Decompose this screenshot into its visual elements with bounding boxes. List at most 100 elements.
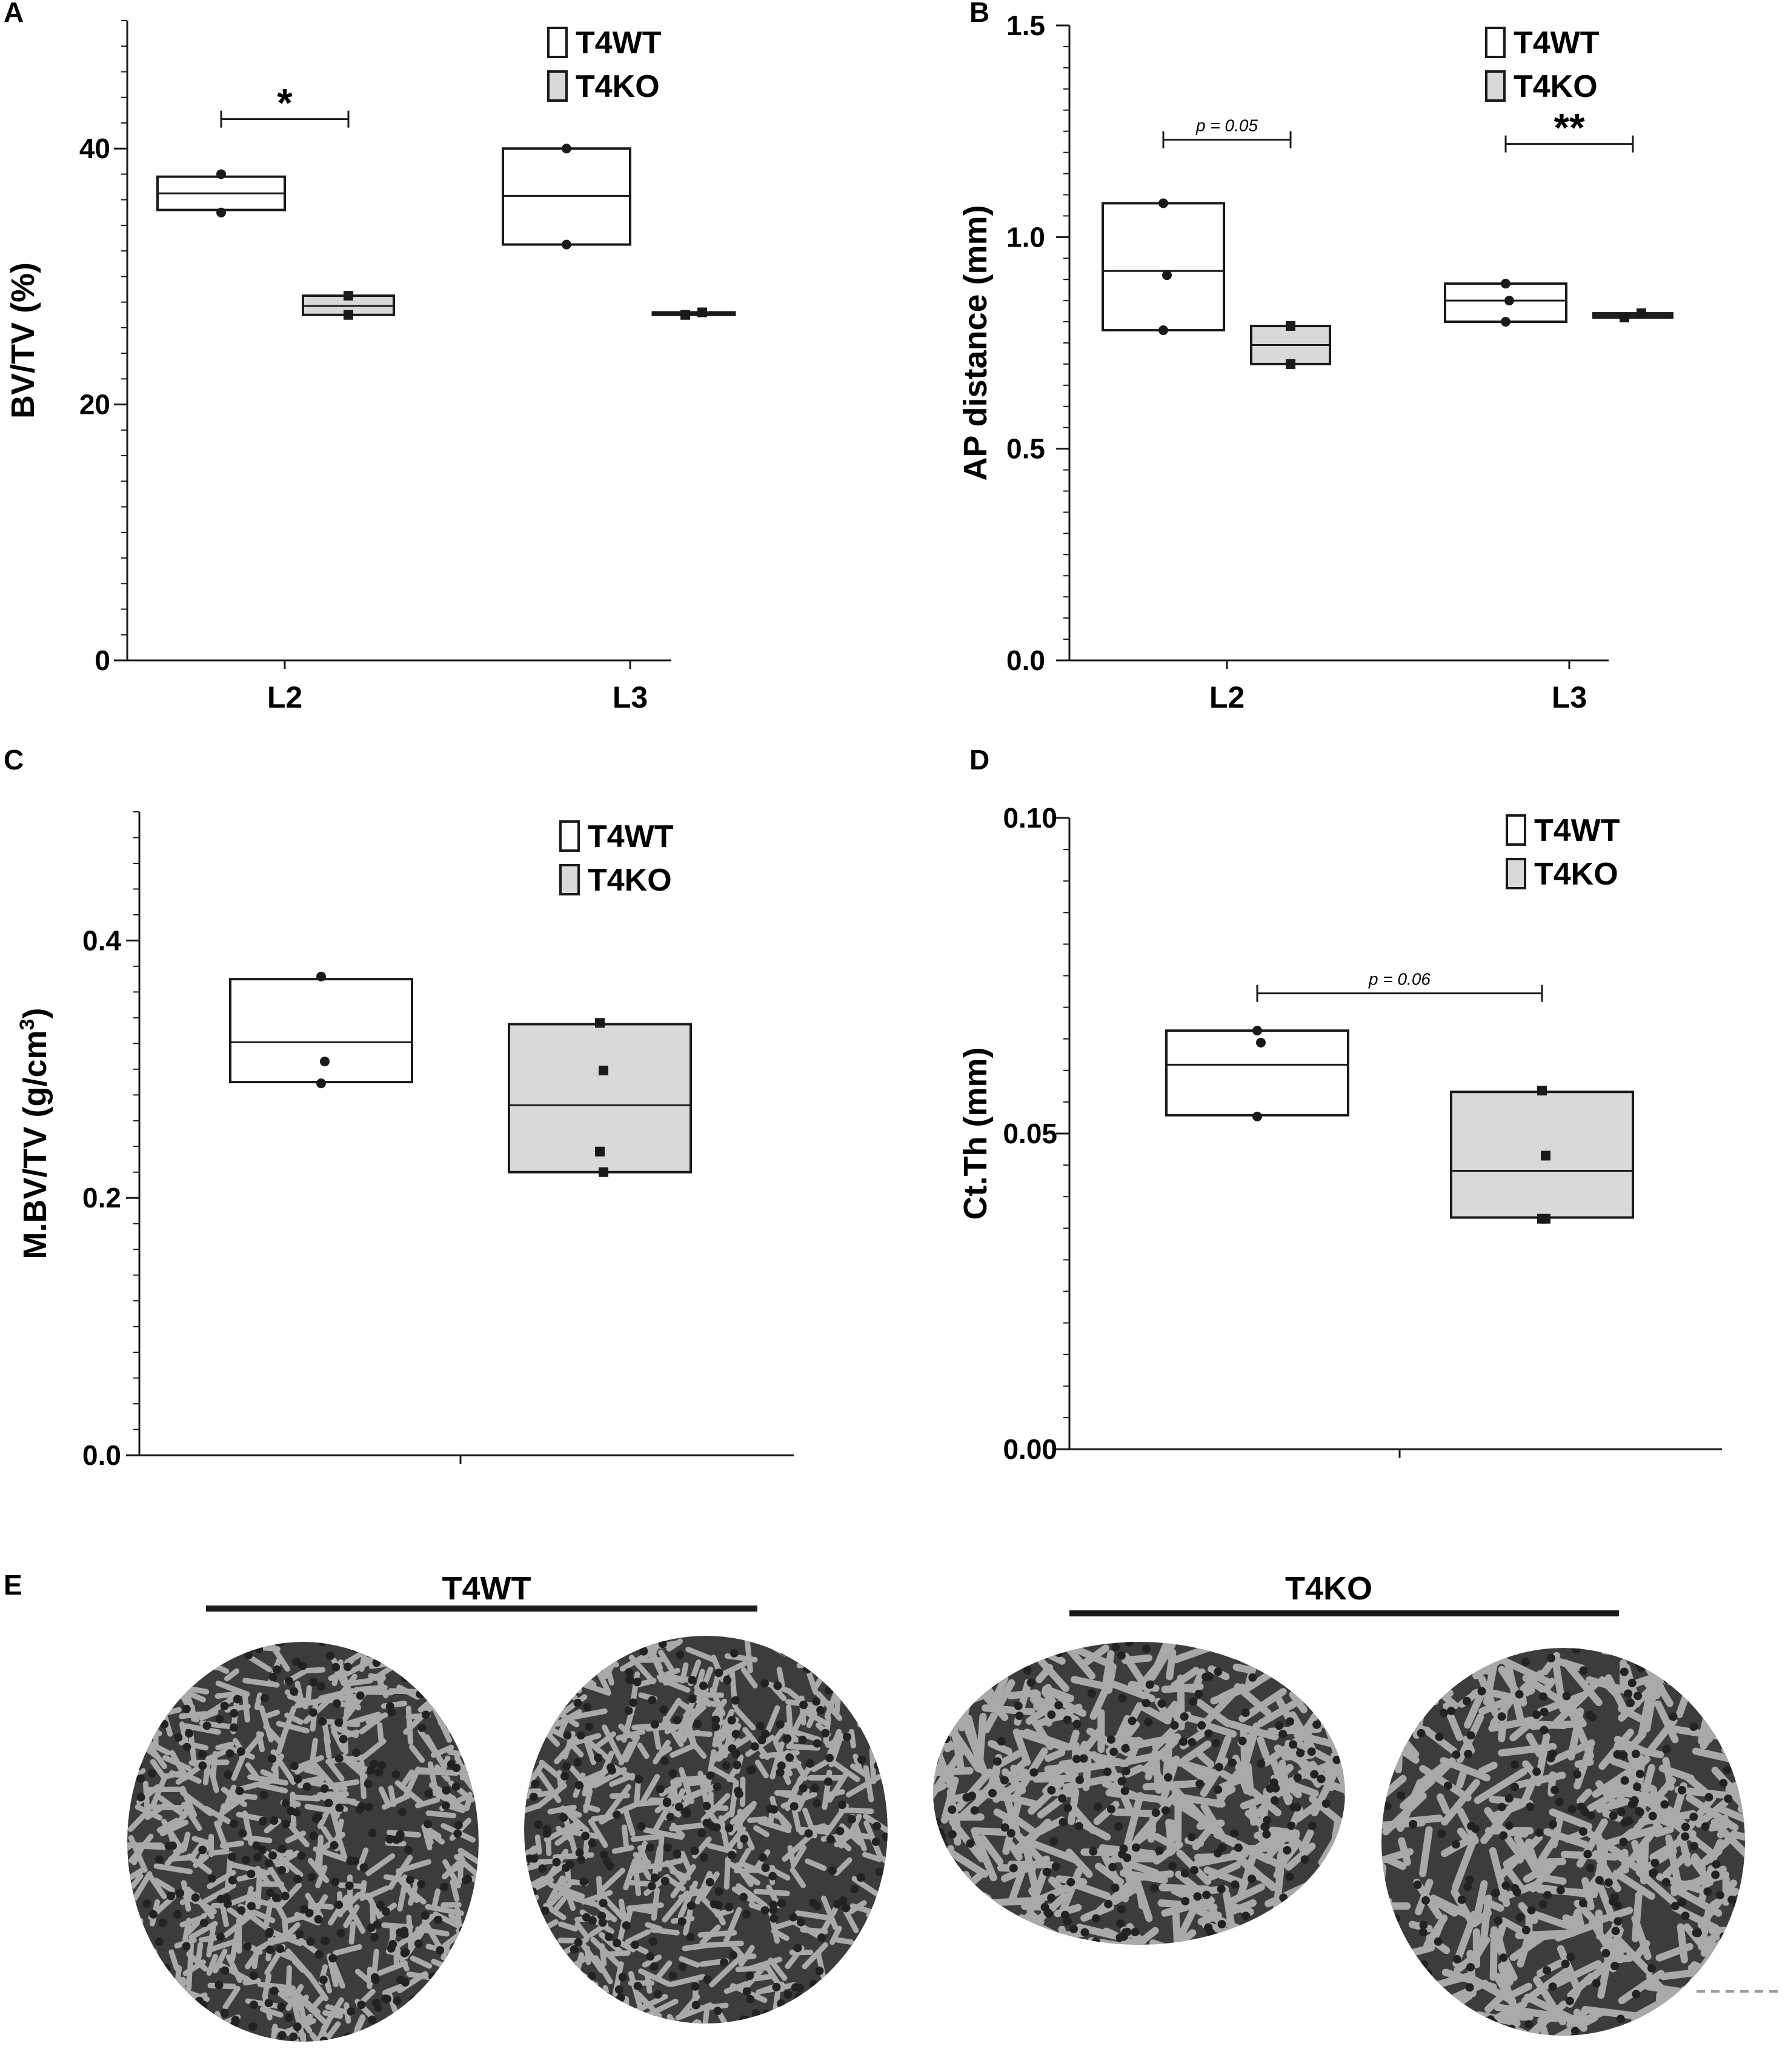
data-point-t4wt [1501,317,1510,327]
data-point-t4ko [344,310,353,320]
x-category-label: L3 [1552,680,1587,714]
legend-label-t4wt: T4WT [588,819,674,854]
t4wt-scan-2 [524,1636,888,2024]
trabecular-struts [1381,1648,1745,2036]
scan-body [127,1642,479,2042]
data-point-t4wt [216,169,226,179]
y-tick-label: 0.4 [82,925,121,956]
legend-label-t4wt: T4WT [1514,25,1600,61]
marrow-spaces [933,1642,1345,1945]
data-point-t4ko [697,307,707,317]
data-point-t4ko [1637,308,1646,319]
y-axis-label-superscript: 3 [16,1019,39,1031]
legend-swatch-t4wt [1506,814,1526,846]
data-point-t4wt [1504,296,1514,306]
scan-body [524,1636,888,2024]
data-point-t4wt [216,207,226,217]
data-point-t4wt [1252,1026,1262,1036]
data-point-t4wt [316,1078,326,1089]
panel-b: B 0.0 0.5 1.0 1.5 AP distance (mm) L2 L3 T4WT T4K… [957,0,1673,714]
data-point-t4ko [1286,321,1295,331]
y-tick-label: 0.0 [82,1439,121,1471]
y-tick-label: 40 [79,133,110,164]
data-point-t4ko [1286,359,1295,369]
y-tick-label: 0.5 [1006,433,1045,465]
legend-label-t4ko: T4KO [588,863,672,898]
legend-swatch-t4ko [547,70,568,102]
panel-e-microct: E T4WT T4KO [4,1569,1781,2042]
scan-body [933,1642,1345,1945]
data-point-t4wt [1256,1037,1266,1048]
data-point-t4wt [562,239,571,250]
p-value-label: p = 0.06 [1368,970,1431,989]
box-t4wt [229,978,413,1084]
data-point-t4ko [1620,313,1629,323]
data-point-t4ko [680,310,690,320]
y-tick-label: 0 [95,645,110,676]
legend-swatch-t4ko [559,864,580,895]
legend-swatch-t4ko [1506,858,1526,889]
scan-body [1381,1648,1745,2036]
data-point-t4wt [1158,325,1168,336]
y-tick-label: 0.00 [1003,1433,1057,1465]
x-category-label: L2 [267,680,302,714]
data-point-t4wt [1158,198,1168,208]
scan-images [127,1636,1745,2042]
data-point-t4ko [1537,1086,1547,1096]
x-category-label: L2 [1209,680,1245,714]
y-axis-label-end: ) [17,1008,53,1019]
t4ko-scan-2 [1381,1648,1745,2036]
data-point-t4ko [1541,1151,1550,1161]
data-point-t4wt [1162,270,1172,281]
legend-swatch-t4wt [1485,27,1506,58]
legend-swatch-t4ko [1485,70,1506,102]
data-point-t4wt [562,144,571,154]
t4ko-group-label: T4KO [1285,1570,1372,1607]
y-tick-label: 0.0 [1006,645,1045,676]
y-tick-label: 0.10 [1003,802,1057,834]
y-tick-label: 0.2 [82,1182,121,1214]
y-tick-label: 1.0 [1006,221,1045,253]
legend-label-t4wt: T4WT [576,25,662,61]
data-point-t4wt [316,971,326,981]
data-point-t4ko [595,1146,605,1157]
y-axis-label: Ct.Th (mm) [957,1048,994,1220]
data-point-t4ko [595,1018,605,1028]
t4wt-group-label: T4WT [442,1570,531,1607]
legend-label-t4ko: T4KO [576,69,660,104]
y-tick-label: 20 [79,389,110,420]
data-point-t4ko [344,291,353,301]
t4wt-scan-1 [127,1642,479,2042]
data-point-t4ko [599,1065,608,1075]
marrow-spaces [127,1642,479,2042]
x-category-label: L3 [613,680,648,714]
data-point-t4wt [1252,1111,1262,1121]
legend-label-t4wt: T4WT [1534,813,1620,848]
legend-label-t4ko: T4KO [1514,69,1598,104]
t4ko-scan-1 [933,1642,1345,1945]
y-tick-label: 1.5 [1006,10,1045,41]
trabecular-struts [524,1636,888,2024]
legend-swatch-t4wt [559,820,580,852]
panel-letter: D [969,744,989,775]
box-t4wt [1102,202,1225,332]
data-point-t4ko [1541,1214,1550,1224]
data-point-t4wt [1501,279,1510,289]
y-axis-label: BV/TV (%) [5,262,41,419]
panel-a: A 0 20 40 BV/TV (%) L2 L3 T4WT T4KO * [4,0,736,714]
significance-stars: ** [1554,105,1585,150]
panel-letter: A [4,0,24,28]
data-point-t4ko [599,1167,608,1177]
panel-c: C 0.0 0.2 0.4 M.BV/TV (g/cm3) T4WT T4KO [4,744,794,1471]
legend-label-t4ko: T4KO [1534,857,1618,892]
panel-letter-e: E [4,1569,22,1601]
y-axis-label: AP distance (mm) [957,205,994,480]
legend-swatch-t4wt [547,27,568,58]
y-tick-label: 0.05 [1003,1118,1057,1149]
panel-letter: C [4,744,24,775]
y-axis-label: M.BV/TV (g/cm3) [16,1008,53,1260]
panel-d: D 0.00 0.05 0.10 Ct.Th (mm) T4WT T4KO p = 0.06 [957,744,1722,1465]
panel-letter: B [969,0,989,28]
significance-stars: * [277,81,293,125]
